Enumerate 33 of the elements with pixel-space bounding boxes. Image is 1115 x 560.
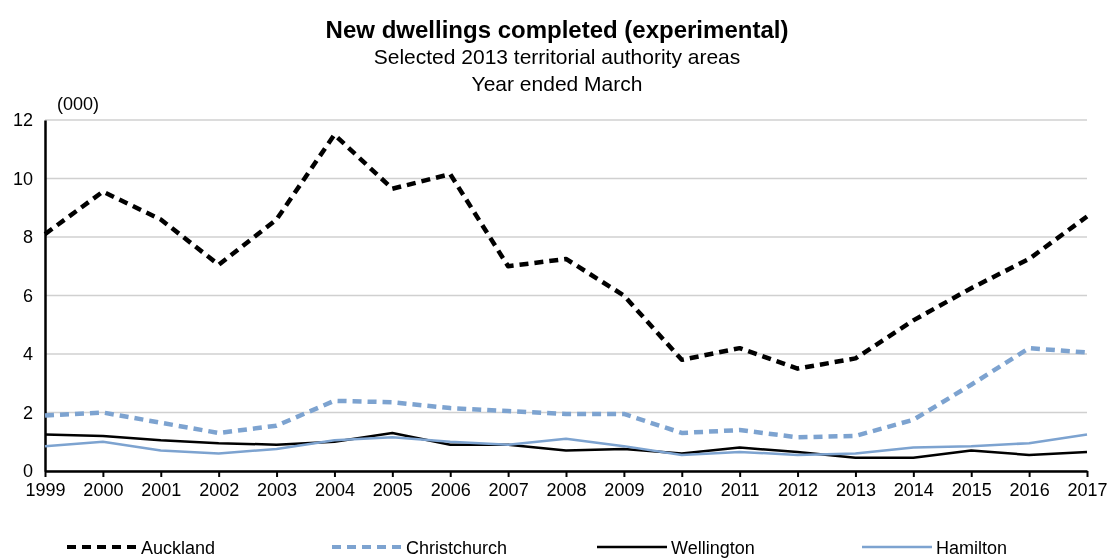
x-tick-label: 2016 xyxy=(1009,479,1050,500)
x-tick-label: 2014 xyxy=(893,479,934,500)
x-tick-label: 2002 xyxy=(199,479,240,500)
x-tick-label: 2007 xyxy=(488,479,529,500)
y-tick-label: 10 xyxy=(12,168,33,189)
y-tick-label: 12 xyxy=(12,110,33,131)
y-tick-label: 4 xyxy=(22,344,33,365)
y-tick-label: 2 xyxy=(22,402,33,423)
x-tick-label: 2011 xyxy=(720,479,760,500)
y-axis-title: (000) xyxy=(57,94,100,114)
x-tick-label: 2012 xyxy=(778,479,819,500)
x-tick-label: 2013 xyxy=(835,479,876,500)
x-tick-label: 2000 xyxy=(83,479,124,500)
x-tick-label: 1999 xyxy=(25,479,66,500)
y-tick-label: 0 xyxy=(22,461,33,482)
x-tick-label: 2009 xyxy=(604,479,645,500)
x-tick-label: 2005 xyxy=(372,479,413,500)
legend-label: Wellington xyxy=(671,538,755,558)
x-tick-label: 2006 xyxy=(430,479,471,500)
x-tick-label: 2008 xyxy=(546,479,587,500)
y-tick-label: 6 xyxy=(22,285,33,306)
legend-label: Auckland xyxy=(141,538,216,558)
legend-label: Hamilton xyxy=(936,538,1008,558)
x-tick-label: 2001 xyxy=(141,479,182,500)
x-tick-label: 2003 xyxy=(257,479,298,500)
x-tick-label: 2015 xyxy=(951,479,992,500)
x-tick-label: 2010 xyxy=(662,479,703,500)
y-tick-label: 8 xyxy=(22,227,33,248)
x-tick-label: 2017 xyxy=(1067,479,1108,500)
x-tick-label: 2004 xyxy=(314,479,355,500)
chart-title: New dwellings completed (experimental) xyxy=(325,16,789,43)
legend-label: Christchurch xyxy=(406,538,508,558)
chart-subtitle: Selected 2013 territorial authority areas Year ended March xyxy=(373,45,741,95)
